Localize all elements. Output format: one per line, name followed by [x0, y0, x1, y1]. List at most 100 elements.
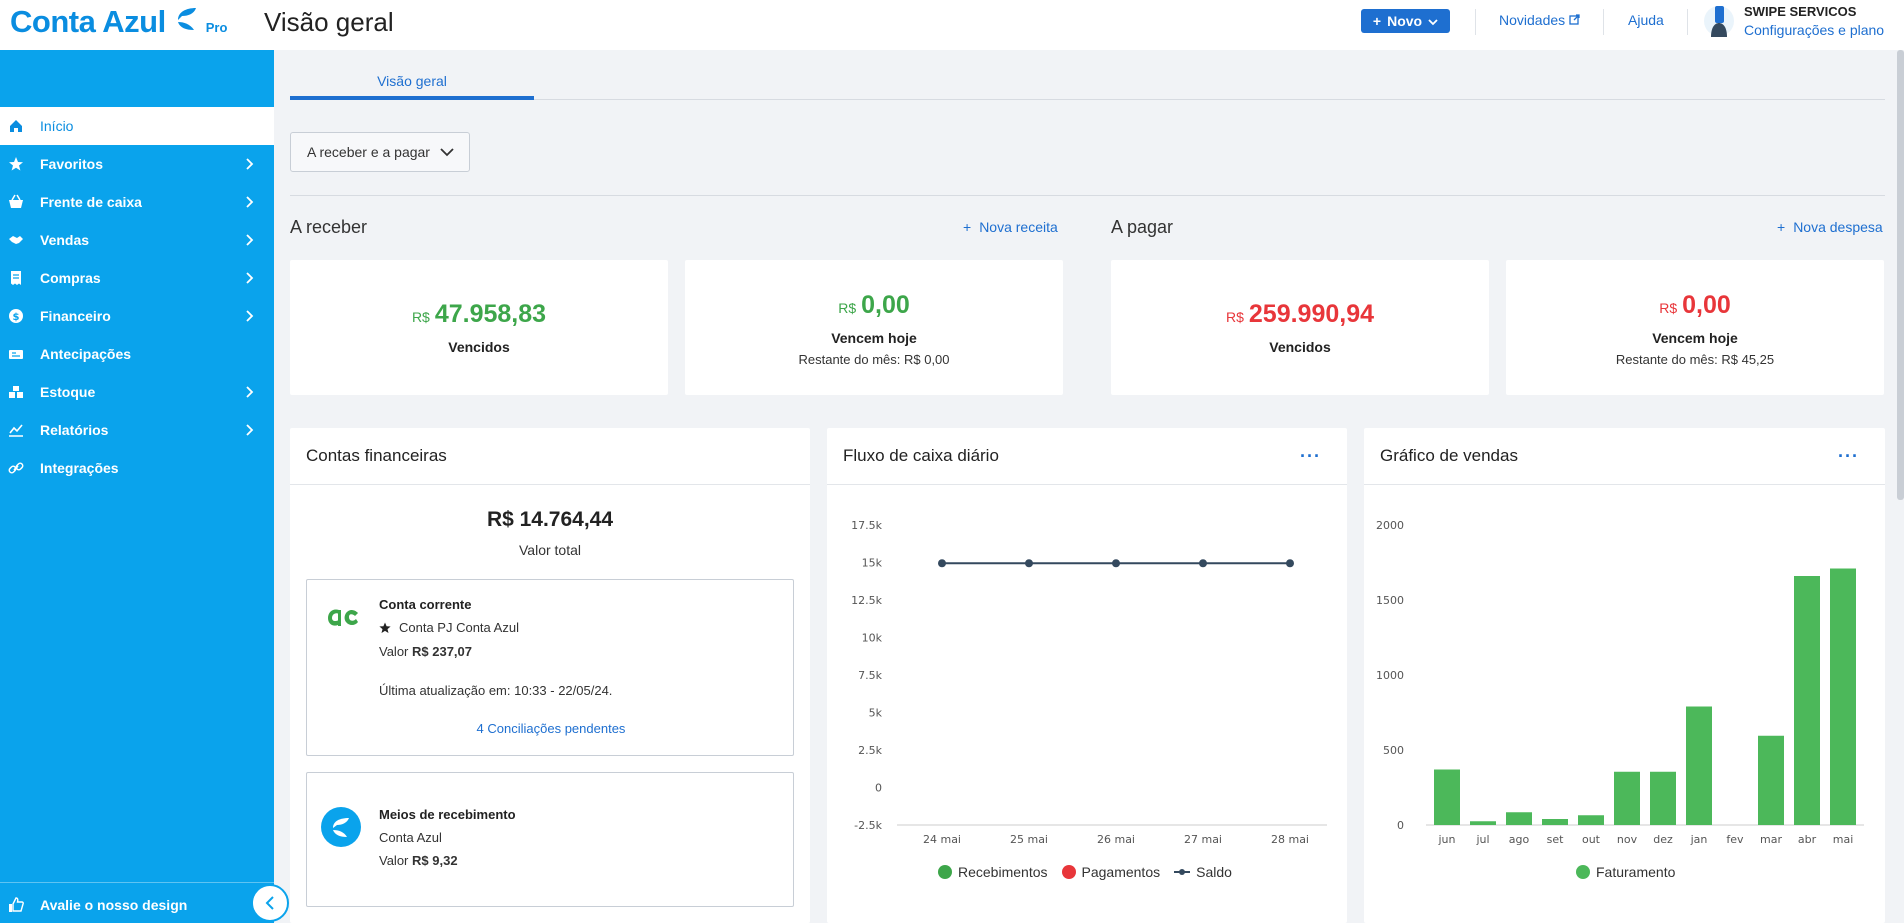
- currency: R$: [411, 309, 430, 325]
- sidebar: Início Favoritos Frente de caixa Vendas Comp…: [0, 50, 274, 923]
- data-point-saldo: [1286, 559, 1294, 568]
- new-expense-link[interactable]: + Nova despesa: [1777, 219, 1883, 235]
- data-point-saldo: [1025, 559, 1033, 568]
- currency: R$: [1225, 309, 1244, 325]
- filter-dropdown[interactable]: A receber e a pagar: [290, 132, 470, 172]
- sidebar-item-frente-de-caixa[interactable]: Frente de caixa: [0, 183, 274, 221]
- sidebar-item-favoritos[interactable]: Favoritos: [0, 145, 274, 183]
- chevron-right-icon: [242, 233, 256, 247]
- x-tick-label: 27 mai: [1184, 833, 1222, 846]
- y-tick-label: 0: [1397, 819, 1404, 832]
- logo-tier: Pro: [205, 20, 228, 35]
- sidebar-item-compras[interactable]: Compras: [0, 259, 274, 297]
- receivable-today-card[interactable]: R$ 0,00 Vencem hoje Restante do mês: R$ 0…: [685, 260, 1063, 395]
- bar-dez: [1650, 771, 1676, 825]
- sidebar-item-label: Integrações: [40, 460, 119, 476]
- bar-abr: [1794, 576, 1820, 825]
- receivable-overdue-amount: R$ 47.958,83: [290, 300, 668, 329]
- value: 0,00: [861, 291, 910, 319]
- sidebar-item-vendas[interactable]: Vendas: [0, 221, 274, 259]
- divider: [290, 195, 1885, 196]
- payable-today-card[interactable]: R$ 0,00 Vencem hoje Restante do mês: R$ 4…: [1506, 260, 1884, 395]
- new-income-link[interactable]: + Nova receita: [963, 219, 1058, 235]
- chevron-right-icon: [242, 385, 256, 399]
- legend-item-recebimentos[interactable]: Recebimentos: [938, 864, 1048, 880]
- sidebar-item-label: Vendas: [40, 232, 90, 248]
- checking-title: Conta corrente: [379, 597, 472, 612]
- pending-reconciliations-link[interactable]: 4 Conciliações pendentes: [476, 721, 626, 736]
- sidebar-item-label: Financeiro: [40, 308, 111, 324]
- new-button[interactable]: + Novo: [1361, 9, 1450, 33]
- logo[interactable]: Conta Azul Pro: [10, 4, 227, 40]
- plus-icon: +: [1777, 219, 1786, 235]
- accounts-panel-title: Contas financeiras: [290, 428, 810, 485]
- sidebar-top-strip: [0, 50, 274, 57]
- payable-overdue-card[interactable]: R$ 259.990,94 Vencidos: [1111, 260, 1489, 395]
- receivable-month-remaining: Restante do mês: R$ 0,00: [798, 352, 950, 367]
- value: 259.990,94: [1248, 300, 1375, 328]
- company-avatar-icon[interactable]: [1703, 3, 1735, 39]
- checking-name: Conta PJ Conta Azul: [399, 620, 519, 635]
- data-point-saldo: [1199, 559, 1207, 568]
- conta-azul-logo-icon: [321, 807, 361, 852]
- x-tick-label: fev: [1726, 833, 1744, 846]
- thumbs-up-icon: [8, 896, 24, 913]
- sidebar-item-antecipacoes[interactable]: Antecipações: [0, 335, 274, 373]
- y-tick-label: 1000: [1376, 669, 1404, 682]
- cashflow-title: Fluxo de caixa diário: [843, 446, 999, 465]
- x-tick-label: nov: [1617, 833, 1638, 846]
- sidebar-item-label: Antecipações: [40, 346, 132, 362]
- feedback-link[interactable]: Avalie o nosso design: [0, 882, 274, 923]
- sidebar-item-financeiro[interactable]: $ Financeiro: [0, 297, 274, 335]
- receiving-methods-card[interactable]: Meios de recebimento Conta Azul Valor R$…: [306, 772, 794, 907]
- checking-account-card[interactable]: Conta corrente Conta PJ Conta Azul Valor…: [306, 579, 794, 756]
- cashflow-more-button[interactable]: ···: [1300, 446, 1321, 466]
- sidebar-item-inicio[interactable]: Início: [0, 107, 274, 145]
- company-name: SWIPE SERVICOS: [1744, 4, 1857, 19]
- legend-dot: [1576, 865, 1590, 879]
- sidebar-item-label: Frente de caixa: [40, 194, 142, 210]
- sidebar-item-label: Estoque: [40, 384, 96, 400]
- help-link[interactable]: Ajuda: [1628, 12, 1664, 28]
- settings-link[interactable]: Configurações e plano: [1744, 22, 1885, 38]
- sidebar-item-estoque[interactable]: Estoque: [0, 373, 274, 411]
- data-point-saldo: [938, 559, 946, 568]
- x-tick-label: 28 mai: [1271, 833, 1309, 846]
- legend-item-pagamentos[interactable]: Pagamentos: [1061, 864, 1160, 880]
- x-tick-label: 25 mai: [1010, 833, 1048, 846]
- chevron-down-icon: [1428, 13, 1438, 29]
- value-prefix: Valor: [379, 853, 409, 868]
- currency: R$: [838, 300, 857, 316]
- legend-line-icon: [1174, 869, 1191, 875]
- y-tick-label: 2.5k: [858, 744, 882, 757]
- filter-label: A receber e a pagar: [307, 144, 430, 160]
- y-tick-label: 1500: [1376, 594, 1404, 607]
- legend-item-saldo[interactable]: Saldo: [1174, 864, 1232, 880]
- news-link[interactable]: Novidades: [1499, 12, 1580, 28]
- x-tick-label: jan: [1690, 833, 1708, 846]
- x-tick-label: ago: [1509, 833, 1530, 846]
- y-tick-label: 17.5k: [851, 519, 882, 532]
- data-point-saldo: [1112, 559, 1120, 568]
- basket-icon: [8, 194, 24, 210]
- sidebar-item-integracoes[interactable]: Integrações: [0, 449, 274, 487]
- receivable-today-amount: R$ 0,00: [685, 291, 1063, 320]
- x-tick-label: 26 mai: [1097, 833, 1135, 846]
- collapse-sidebar-button[interactable]: [251, 884, 289, 922]
- legend-item-faturamento[interactable]: Faturamento: [1576, 864, 1675, 880]
- tab-visao-geral[interactable]: Visão geral: [290, 66, 534, 100]
- y-tick-label: 15k: [862, 557, 883, 570]
- chevron-right-icon: [242, 157, 256, 171]
- chart-icon: [8, 422, 24, 438]
- sales-more-button[interactable]: ···: [1838, 446, 1859, 466]
- page-scrollbar[interactable]: [1897, 50, 1904, 500]
- boxes-icon: [8, 384, 24, 400]
- legend-dot: [938, 865, 952, 879]
- bar-ago: [1506, 812, 1532, 825]
- receivable-overdue-card[interactable]: R$ 47.958,83 Vencidos: [290, 260, 668, 395]
- receivable-overdue-label: Vencidos: [448, 339, 510, 355]
- accounts-panel: Contas financeiras R$ 14.764,44 Valor to…: [290, 428, 810, 923]
- svg-text:$: $: [13, 312, 20, 323]
- sidebar-item-relatorios[interactable]: Relatórios: [0, 411, 274, 449]
- bank-logo-icon: [325, 600, 361, 637]
